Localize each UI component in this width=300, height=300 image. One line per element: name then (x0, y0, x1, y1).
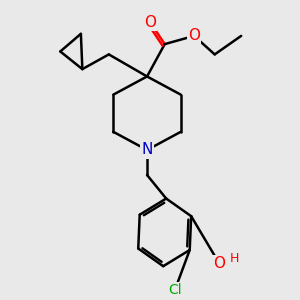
Text: O: O (188, 28, 200, 44)
Text: H: H (230, 252, 239, 265)
Text: N: N (141, 142, 153, 158)
Text: O: O (213, 256, 225, 271)
Text: Cl: Cl (168, 283, 182, 297)
Text: O: O (144, 15, 156, 30)
